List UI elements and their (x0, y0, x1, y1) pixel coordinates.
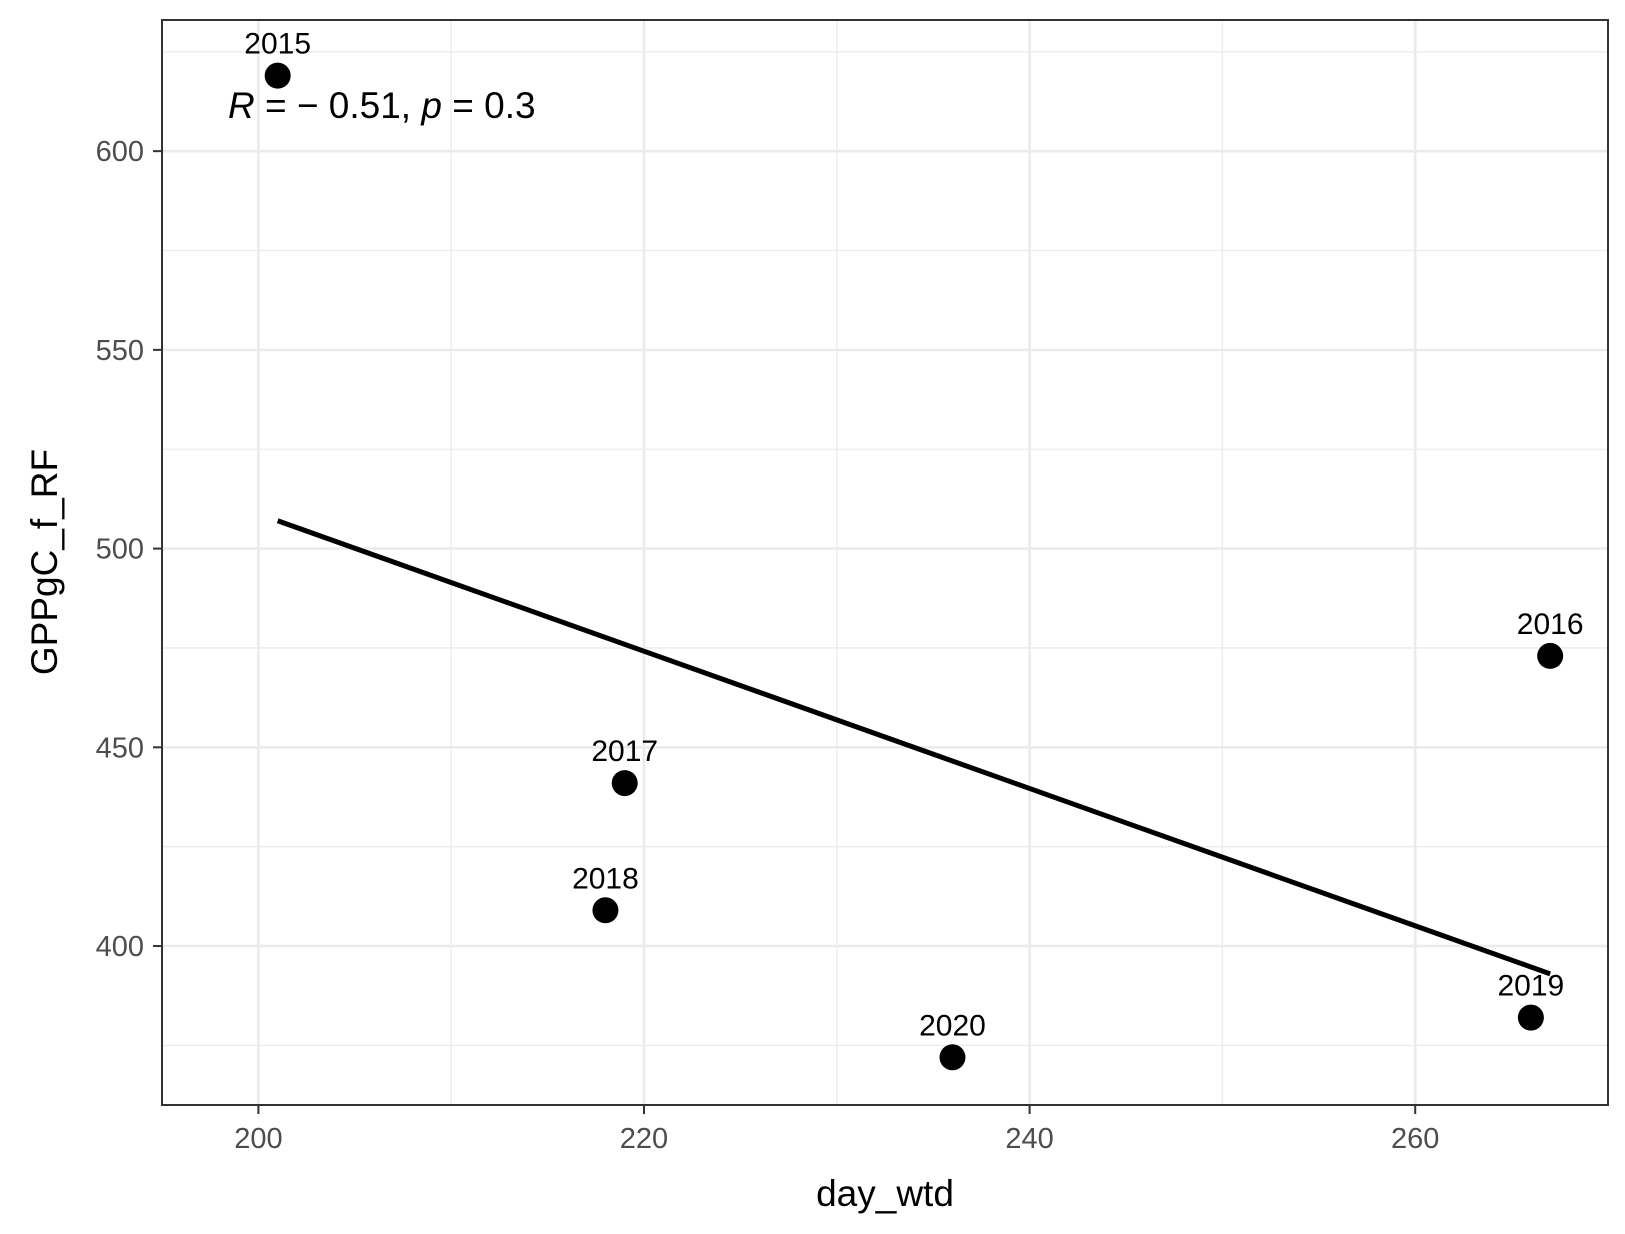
y-tick-label: 450 (96, 732, 144, 764)
y-axis-ticks: 400 450 500 550 600 (96, 136, 162, 963)
x-tick-label: 260 (1391, 1123, 1439, 1155)
data-point-2016 (1537, 642, 1564, 669)
data-points (264, 62, 1564, 1071)
y-tick-label: 500 (96, 534, 144, 566)
x-tick-label: 240 (1005, 1123, 1053, 1155)
x-tick-label: 200 (234, 1123, 282, 1155)
data-point-2018 (592, 897, 619, 924)
y-tick-label: 600 (96, 136, 144, 168)
point-label-2019: 2019 (1498, 970, 1565, 1003)
regression-line (276, 518, 1551, 977)
x-tick-label: 220 (620, 1123, 668, 1155)
data-point-2019 (1517, 1004, 1544, 1031)
point-label-2018: 2018 (572, 862, 639, 895)
y-axis-title: GPPgC_f_RF (24, 449, 65, 675)
y-tick-label: 550 (96, 335, 144, 367)
data-point-2015 (264, 62, 291, 89)
annotation-p-symbol: p (420, 85, 442, 126)
annotation-text: R = − 0.51, p = 0.3 (228, 85, 536, 126)
point-label-2020: 2020 (919, 1009, 986, 1042)
annotation-r-value: = − 0.51, (255, 85, 422, 126)
point-label-2015: 2015 (244, 28, 311, 61)
y-tick-label: 400 (96, 931, 144, 963)
x-axis-ticks: 200 220 240 260 (234, 1105, 1439, 1155)
point-labels: 2015 2016 2017 2018 2019 2020 (244, 28, 1583, 1043)
panel-background (162, 20, 1608, 1105)
data-point-2017 (611, 770, 638, 797)
data-point-2020 (939, 1044, 966, 1071)
minor-gridlines (162, 20, 1609, 1105)
point-label-2017: 2017 (591, 735, 658, 768)
x-axis-title: day_wtd (816, 1173, 954, 1214)
point-label-2016: 2016 (1517, 608, 1584, 641)
panel-border (161, 19, 1609, 1106)
annotation-r-symbol: R (228, 85, 255, 126)
annotation-p-value: = 0.3 (442, 85, 536, 126)
